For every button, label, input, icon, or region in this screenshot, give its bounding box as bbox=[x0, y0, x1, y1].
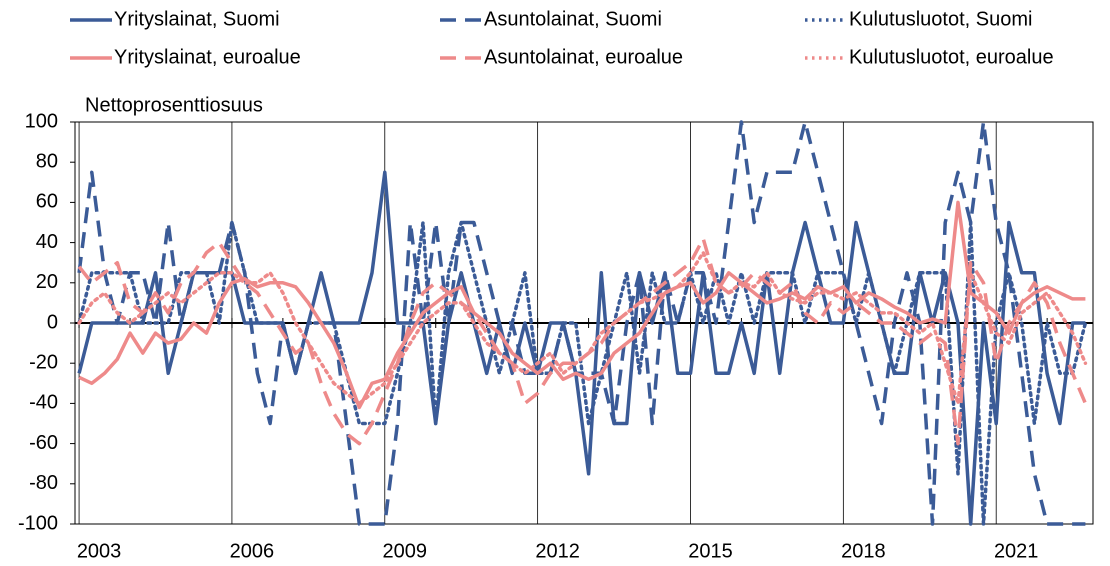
legend-label: Kulutusluotot, Suomi bbox=[849, 8, 1032, 30]
line-series bbox=[77, 170, 1086, 526]
y-tick-label: 80 bbox=[36, 150, 58, 172]
y-tick-label: 20 bbox=[36, 271, 58, 293]
legend-label: Kulutusluotot, euroalue bbox=[849, 46, 1054, 68]
y-tick-label: -40 bbox=[29, 392, 58, 414]
y-tick-label: -100 bbox=[18, 512, 58, 534]
x-tick-label: 2006 bbox=[230, 540, 275, 562]
legend-label: Yrityslainat, euroalue bbox=[114, 46, 301, 68]
line-series bbox=[78, 200, 1086, 410]
y-tick-label: 0 bbox=[47, 311, 58, 333]
y-tick-label: 60 bbox=[36, 191, 58, 213]
y-tick-label: -80 bbox=[29, 472, 58, 494]
line-series bbox=[77, 250, 1088, 406]
y-tick-label: 100 bbox=[25, 110, 58, 132]
legend-label: Asuntolainat, euroalue bbox=[484, 46, 683, 68]
y-tick-label: -60 bbox=[29, 432, 58, 454]
x-tick-label: 2012 bbox=[535, 540, 580, 562]
y-tick-label: -20 bbox=[29, 351, 58, 373]
x-tick-label: 2015 bbox=[688, 540, 733, 562]
legend-label: Asuntolainat, Suomi bbox=[484, 8, 662, 30]
x-tick-label: 2021 bbox=[994, 540, 1039, 562]
x-tick-label: 2009 bbox=[383, 540, 428, 562]
x-tick-label: 2018 bbox=[841, 540, 886, 562]
y-tick-label: 40 bbox=[36, 231, 58, 253]
legend-label: Yrityslainat, Suomi bbox=[114, 8, 280, 30]
x-tick-label: 2003 bbox=[77, 540, 122, 562]
y-axis-label: Nettoprosenttiosuus bbox=[85, 94, 263, 116]
